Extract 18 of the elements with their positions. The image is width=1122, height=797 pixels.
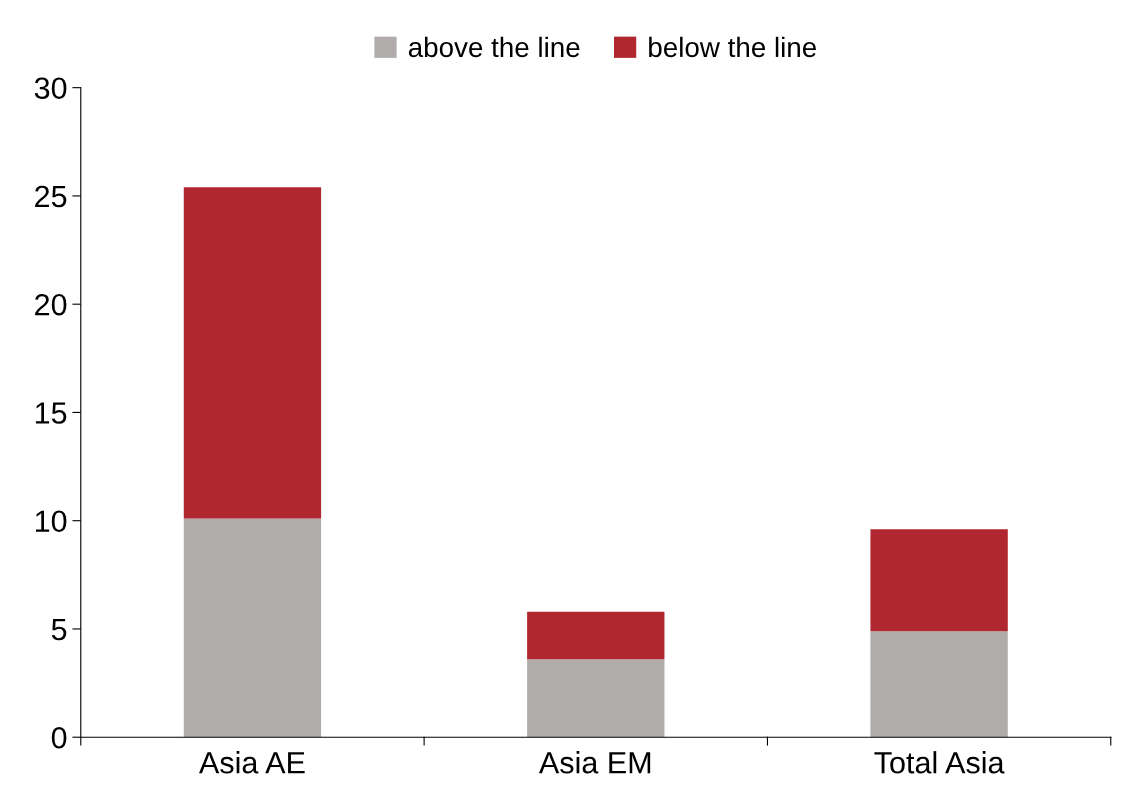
bar: [870, 529, 1008, 632]
legend-label: below the line: [649, 36, 816, 58]
bar: [870, 631, 1008, 738]
bar: [183, 518, 322, 738]
x-tick-label: Asia EM: [538, 751, 651, 774]
y-tick-label: 10: [35, 510, 67, 533]
bar: [527, 659, 665, 738]
legend-label: above the line: [408, 36, 580, 58]
y-tick-label: 25: [35, 185, 67, 208]
y-tick-label: 0: [51, 726, 67, 749]
y-tick-label: 20: [35, 293, 67, 316]
y-tick-label: 30: [34, 77, 67, 100]
y-tick-label: 5: [51, 619, 67, 641]
bar: [527, 611, 665, 660]
x-tick-label: Asia AE: [199, 751, 305, 774]
bar: [183, 187, 322, 519]
y-tick-label: 15: [35, 402, 67, 424]
x-tick-label: Total Asia: [874, 751, 1005, 774]
